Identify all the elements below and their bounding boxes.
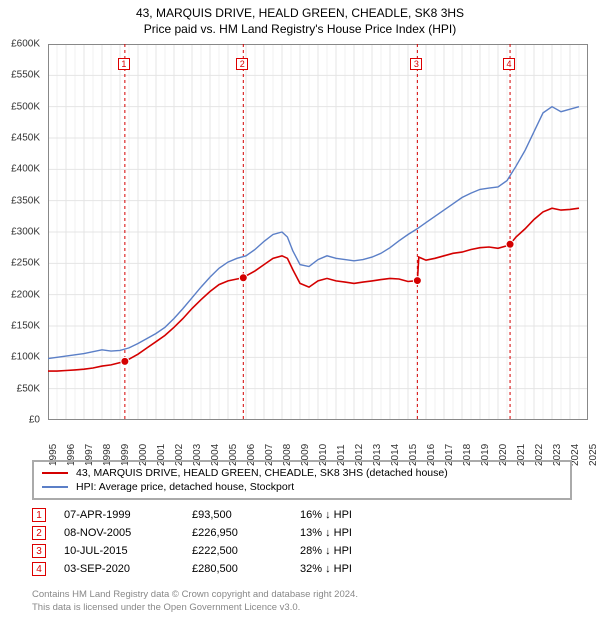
y-tick-label: £300K	[11, 227, 40, 238]
y-tick-label: £400K	[11, 164, 40, 175]
event-row: 1 07-APR-1999 £93,500 16% ↓ HPI	[32, 506, 572, 524]
sale-marker-badge: 2	[236, 58, 248, 70]
footer-line2: This data is licensed under the Open Gov…	[32, 602, 358, 614]
event-number-badge: 1	[32, 508, 46, 522]
y-tick-label: £200K	[11, 289, 40, 300]
y-axis-labels: £0£50K£100K£150K£200K£250K£300K£350K£400…	[0, 44, 44, 420]
y-tick-label: £500K	[11, 101, 40, 112]
y-tick-label: £250K	[11, 258, 40, 269]
y-tick-label: £600K	[11, 39, 40, 50]
chart-area: 1 2 3 4	[48, 44, 588, 420]
event-delta: 28% ↓ HPI	[300, 545, 390, 557]
y-tick-label: £100K	[11, 352, 40, 363]
y-tick-label: £150K	[11, 321, 40, 332]
event-row: 2 08-NOV-2005 £226,950 13% ↓ HPI	[32, 524, 572, 542]
event-date: 10-JUL-2015	[64, 545, 174, 557]
event-number-badge: 2	[32, 526, 46, 540]
event-price: £93,500	[192, 509, 282, 521]
event-date: 03-SEP-2020	[64, 563, 174, 575]
y-tick-label: £0	[29, 415, 40, 426]
legend-swatch	[42, 486, 68, 488]
y-tick-label: £350K	[11, 195, 40, 206]
y-tick-label: £550K	[11, 70, 40, 81]
sale-marker-badge: 3	[410, 58, 422, 70]
event-number-badge: 4	[32, 562, 46, 576]
event-row: 3 10-JUL-2015 £222,500 28% ↓ HPI	[32, 542, 572, 560]
title-address: 43, MARQUIS DRIVE, HEALD GREEN, CHEADLE,…	[0, 6, 600, 20]
footer-line1: Contains HM Land Registry data © Crown c…	[32, 589, 358, 601]
legend-item: HPI: Average price, detached house, Stoc…	[42, 480, 562, 494]
legend-label: 43, MARQUIS DRIVE, HEALD GREEN, CHEADLE,…	[76, 467, 448, 479]
event-delta: 13% ↓ HPI	[300, 527, 390, 539]
legend: 43, MARQUIS DRIVE, HEALD GREEN, CHEADLE,…	[32, 460, 572, 500]
event-delta: 32% ↓ HPI	[300, 563, 390, 575]
chart-svg	[48, 44, 588, 420]
event-row: 4 03-SEP-2020 £280,500 32% ↓ HPI	[32, 560, 572, 578]
event-price: £280,500	[192, 563, 282, 575]
event-number-badge: 3	[32, 544, 46, 558]
sale-marker-badge: 4	[503, 58, 515, 70]
event-delta: 16% ↓ HPI	[300, 509, 390, 521]
event-date: 08-NOV-2005	[64, 527, 174, 539]
y-tick-label: £450K	[11, 133, 40, 144]
events-table: 1 07-APR-1999 £93,500 16% ↓ HPI 2 08-NOV…	[32, 506, 572, 578]
event-date: 07-APR-1999	[64, 509, 174, 521]
sale-marker-badge: 1	[118, 58, 130, 70]
event-price: £222,500	[192, 545, 282, 557]
title-subtitle: Price paid vs. HM Land Registry's House …	[0, 22, 600, 36]
event-price: £226,950	[192, 527, 282, 539]
legend-label: HPI: Average price, detached house, Stoc…	[76, 481, 294, 493]
footer-attribution: Contains HM Land Registry data © Crown c…	[32, 589, 358, 614]
legend-swatch	[42, 472, 68, 474]
legend-item: 43, MARQUIS DRIVE, HEALD GREEN, CHEADLE,…	[42, 466, 562, 480]
y-tick-label: £50K	[17, 383, 40, 394]
x-tick-label: 2025	[588, 444, 599, 466]
x-axis-labels: 1995199619971998199920002001200220032004…	[48, 424, 588, 458]
